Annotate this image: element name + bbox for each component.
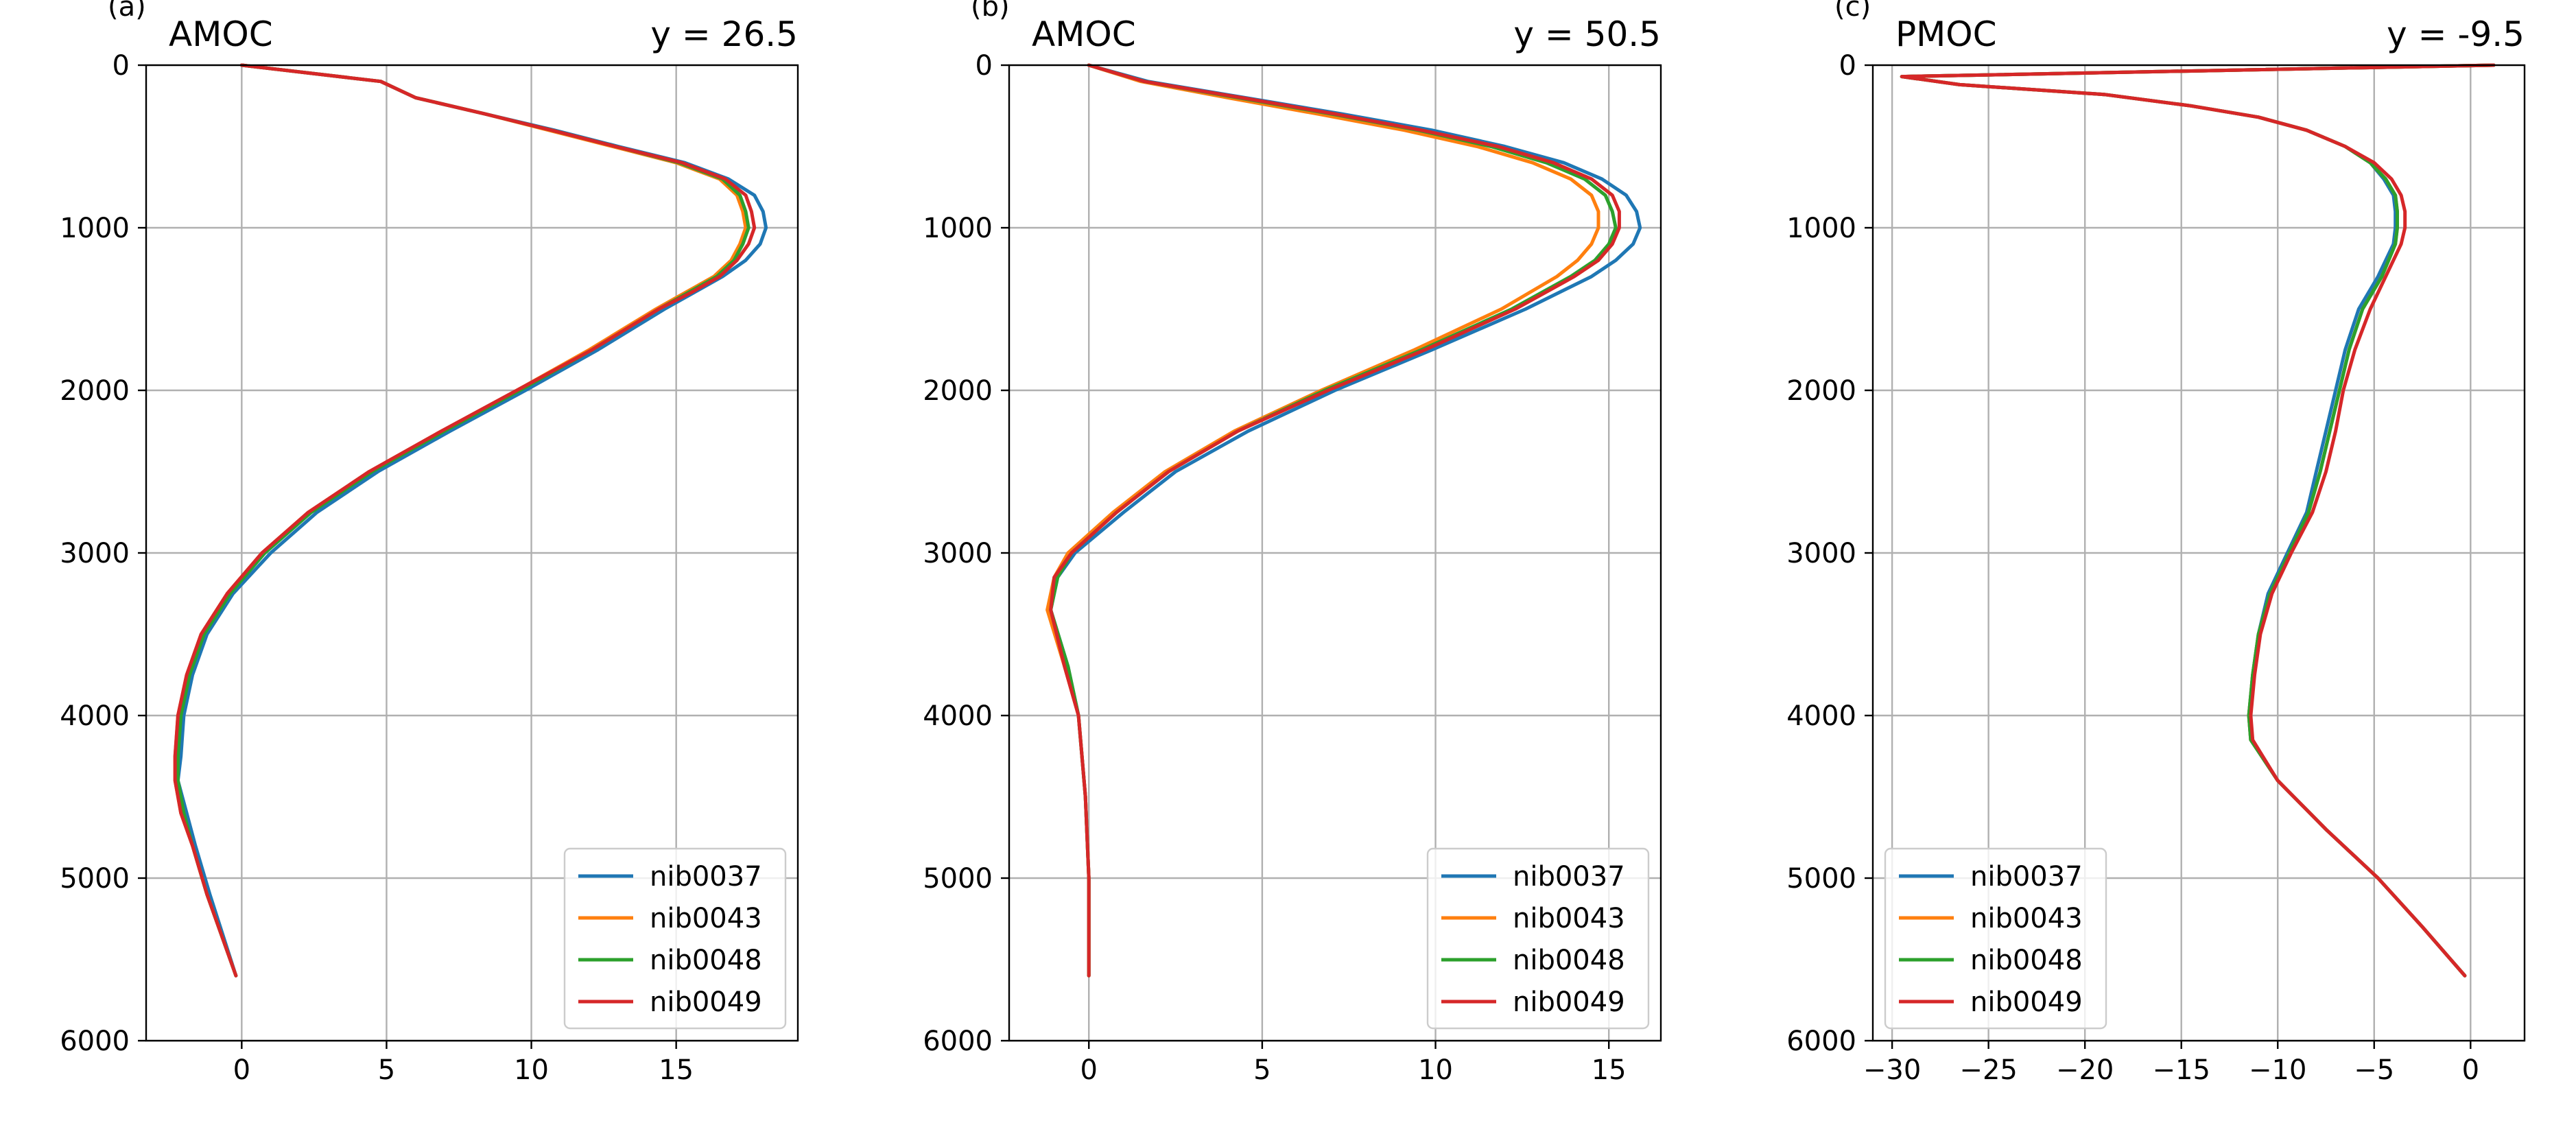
title-left: PMOC [1895, 14, 1997, 54]
series-line-nib0043 [1045, 63, 1600, 978]
x-tick-label: −25 [1959, 1054, 2017, 1086]
legend-frame [563, 847, 787, 1030]
x-tick-label: −15 [2152, 1054, 2210, 1086]
y-tick-label: 4000 [923, 700, 993, 732]
y-tick-label: 0 [1839, 50, 1856, 82]
title-left: AMOC [169, 14, 273, 54]
legend-label: nib0049 [1513, 987, 1625, 1018]
panel-label: (a) [108, 0, 146, 23]
x-tick-label: 15 [659, 1054, 694, 1086]
legend-label: nib0037 [650, 861, 762, 893]
x-tick-label: 5 [1253, 1054, 1271, 1086]
y-tick-label: 2000 [923, 375, 993, 407]
x-tick-label: 0 [1080, 1054, 1097, 1086]
panel-label: (b) [971, 0, 1010, 23]
legend: nib0037 nib0043 nib0048 nib0049 [1884, 847, 2107, 1030]
y-tick-label: 4000 [60, 700, 130, 732]
legend-label: nib0049 [1970, 987, 2083, 1018]
y-tick-label: 0 [113, 50, 130, 82]
chart-panel-b: 0 5 10 15 0 1000 2000 3000 4000 5000 6000 (b) AMOC y … [923, 0, 1662, 1086]
y-tick-label: 2000 [60, 375, 130, 407]
series-line-nib0049 [1049, 63, 1621, 978]
legend-label: nib0048 [650, 945, 762, 976]
y-tick-label: 0 [976, 50, 993, 82]
title-left: AMOC [1032, 14, 1136, 54]
series-line-nib0049 [1900, 63, 2496, 978]
y-tick-label: 5000 [1786, 863, 1856, 895]
legend-label: nib0037 [1970, 861, 2083, 893]
series-line-nib0037 [176, 63, 768, 978]
series-line-nib0037 [1049, 63, 1642, 978]
legend: nib0037 nib0043 nib0048 nib0049 [563, 847, 787, 1030]
x-tick-label: 10 [514, 1054, 549, 1086]
x-tick-label: 0 [233, 1054, 250, 1086]
title-right: y = 50.5 [1513, 14, 1661, 54]
y-tick-label: 4000 [1786, 700, 1856, 732]
title-right: y = -9.5 [2387, 14, 2525, 54]
y-tick-label: 1000 [1786, 213, 1856, 244]
legend-label: nib0043 [1970, 903, 2083, 934]
x-tick-label: −5 [2354, 1054, 2394, 1086]
series-line-nib0043 [1900, 63, 2496, 978]
legend-frame [1426, 847, 1650, 1030]
y-tick-label: 2000 [1786, 375, 1856, 407]
y-tick-label: 3000 [1786, 538, 1856, 569]
series-line-nib0048 [1049, 63, 1618, 978]
panel-label: (c) [1834, 0, 1871, 23]
legend-label: nib0037 [1513, 861, 1625, 893]
y-tick-label: 5000 [923, 863, 993, 895]
legend-label: nib0049 [650, 987, 762, 1018]
legend-label: nib0043 [1513, 903, 1625, 934]
y-tick-label: 1000 [60, 213, 130, 244]
series-line-nib0049 [173, 63, 757, 978]
series-line-nib0048 [176, 63, 751, 978]
y-tick-label: 1000 [923, 213, 993, 244]
x-tick-label: 15 [1592, 1054, 1627, 1086]
x-tick-label: −10 [2249, 1054, 2306, 1086]
y-tick-label: 6000 [1786, 1026, 1856, 1057]
x-tick-label: 0 [2462, 1054, 2479, 1086]
legend-frame [1884, 847, 2107, 1030]
series-line-nib0048 [1900, 63, 2496, 978]
legend-label: nib0048 [1513, 945, 1625, 976]
y-tick-label: 5000 [60, 863, 130, 895]
x-tick-label: 10 [1418, 1054, 1453, 1086]
x-tick-label: 5 [378, 1054, 395, 1086]
chart-panel-a: 0 5 10 15 0 1000 2000 3000 4000 5000 6000 (a) AMOC y … [60, 0, 799, 1086]
y-tick-label: 3000 [60, 538, 130, 569]
series-line-nib0037 [1900, 63, 2496, 978]
legend-label: nib0048 [1970, 945, 2083, 976]
title-right: y = 26.5 [650, 14, 798, 54]
y-tick-label: 6000 [60, 1026, 130, 1057]
chart-panel-c: −30 −25 −20 −15 −10 −5 0 0 1000 2000 3000 4000 5000 6… [1786, 0, 2526, 1086]
x-tick-label: −30 [1863, 1054, 1921, 1086]
y-tick-label: 3000 [923, 538, 993, 569]
series-line-nib0043 [173, 63, 748, 978]
legend: nib0037 nib0043 nib0048 nib0049 [1426, 847, 1650, 1030]
x-tick-label: −20 [2056, 1054, 2114, 1086]
y-tick-label: 6000 [923, 1026, 993, 1057]
legend-label: nib0043 [650, 903, 762, 934]
